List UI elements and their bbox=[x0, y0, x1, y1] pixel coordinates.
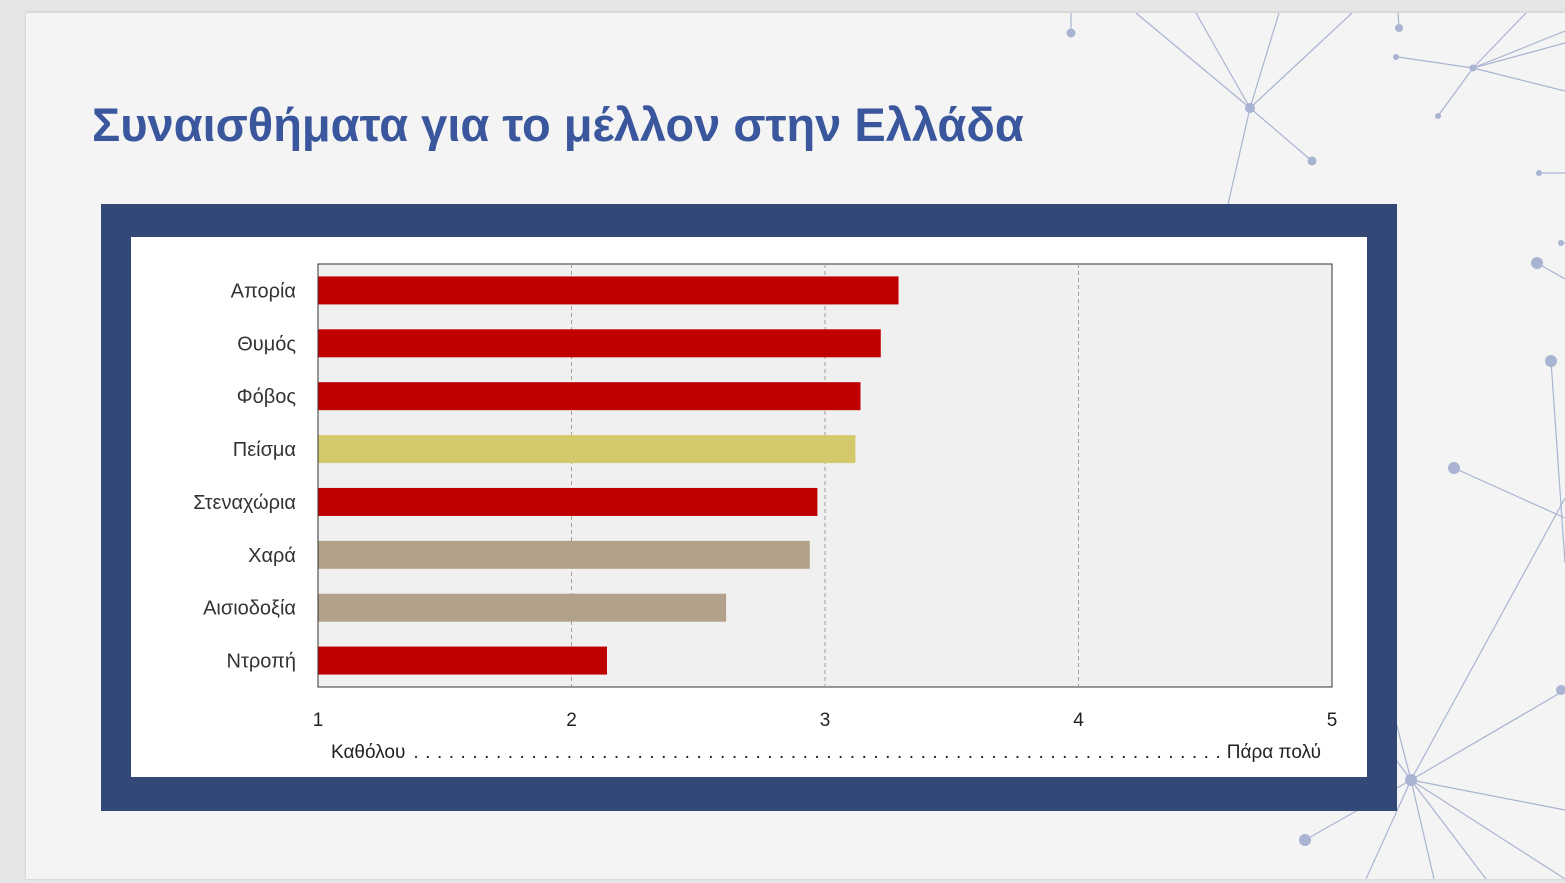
network-node bbox=[1558, 240, 1564, 246]
chart-frame: Απορία Θυμός Φόβος Πείσμα Στεναχώρια Χαρά Αισι… bbox=[101, 204, 1397, 811]
network-line bbox=[1135, 13, 1251, 109]
network-node bbox=[1395, 24, 1403, 32]
x-tick-label-4: 4 bbox=[1073, 710, 1084, 731]
bar-3 bbox=[318, 382, 861, 411]
bar-2 bbox=[318, 329, 881, 358]
x-tick-label-3: 3 bbox=[820, 710, 831, 731]
bar-5 bbox=[318, 487, 818, 516]
network-line bbox=[1550, 360, 1565, 564]
scale-low-label: Καθόλου bbox=[331, 742, 405, 763]
network-node bbox=[1531, 257, 1543, 269]
network-line bbox=[1249, 13, 1353, 109]
network-line bbox=[1472, 67, 1565, 92]
category-label-3: Φόβος bbox=[237, 386, 297, 408]
network-line bbox=[1225, 107, 1251, 214]
bar-1 bbox=[318, 276, 899, 305]
bar-8 bbox=[318, 646, 607, 675]
network-line bbox=[1437, 67, 1474, 117]
category-label-2: Θυμός bbox=[237, 333, 296, 355]
network-line bbox=[1410, 779, 1487, 879]
category-label-1: Απορία bbox=[231, 280, 296, 302]
network-line bbox=[1472, 13, 1527, 69]
network-line bbox=[1453, 467, 1565, 519]
x-tick-label-5: 5 bbox=[1327, 710, 1338, 731]
scale-high-label: Πάρα πολύ bbox=[1227, 742, 1321, 763]
network-node bbox=[1245, 103, 1255, 113]
network-line bbox=[1410, 779, 1565, 811]
category-label-8: Ντροπή bbox=[227, 651, 296, 673]
network-node bbox=[1435, 113, 1441, 119]
network-node bbox=[1448, 462, 1460, 474]
network-node bbox=[1307, 156, 1317, 166]
slide: Συναισθήματα για το μέλλον στην Ελλάδα Α… bbox=[26, 12, 1565, 879]
network-node bbox=[1393, 54, 1399, 60]
network-line bbox=[1410, 779, 1435, 879]
x-tick-label-2: 2 bbox=[566, 710, 577, 731]
bar-chart: Απορία Θυμός Φόβος Πείσμα Στεναχώρια Χαρά Αισι… bbox=[193, 263, 1338, 763]
network-node bbox=[1545, 355, 1557, 367]
network-node bbox=[1405, 774, 1417, 786]
x-tick-label-1: 1 bbox=[313, 710, 324, 731]
bar-7 bbox=[318, 593, 727, 622]
category-labels: Απορία Θυμός Φόβος Πείσμα Στεναχώρια Χαρά Αισι… bbox=[193, 280, 296, 672]
category-label-6: Χαρά bbox=[248, 545, 296, 567]
chart-panel: Απορία Θυμός Φόβος Πείσμα Στεναχώρια Χαρά Αισι… bbox=[131, 237, 1367, 777]
slide-title: Συναισθήματα για το μέλλον στην Ελλάδα bbox=[92, 98, 1024, 151]
category-label-7: Αισιοδοξία bbox=[203, 598, 296, 620]
network-node bbox=[1299, 834, 1311, 846]
network-line bbox=[1195, 13, 1251, 109]
network-line bbox=[1249, 13, 1280, 109]
category-label-5: Στεναχώρια bbox=[193, 492, 296, 514]
category-label-4: Πείσμα bbox=[233, 439, 296, 461]
network-node bbox=[1556, 685, 1565, 695]
network-node bbox=[1066, 28, 1076, 38]
network-line bbox=[1410, 497, 1565, 781]
network-node bbox=[1536, 170, 1542, 176]
bar-4 bbox=[318, 435, 856, 464]
bars bbox=[318, 276, 899, 675]
network-line bbox=[1365, 779, 1412, 879]
bar-6 bbox=[318, 540, 810, 569]
network-line bbox=[1397, 56, 1474, 69]
network-line bbox=[1472, 42, 1565, 69]
network-decoration bbox=[1066, 13, 1565, 879]
network-line bbox=[1410, 689, 1565, 781]
network-line bbox=[1410, 779, 1565, 879]
network-line bbox=[1472, 30, 1565, 69]
network-line bbox=[1249, 107, 1313, 162]
network-node bbox=[1469, 64, 1477, 72]
x-tick-labels: 1 2 3 4 5 bbox=[313, 710, 1338, 731]
scale-dotted-leader: . . . . . . . . . . . . . . . . . . . . … bbox=[413, 742, 1220, 763]
